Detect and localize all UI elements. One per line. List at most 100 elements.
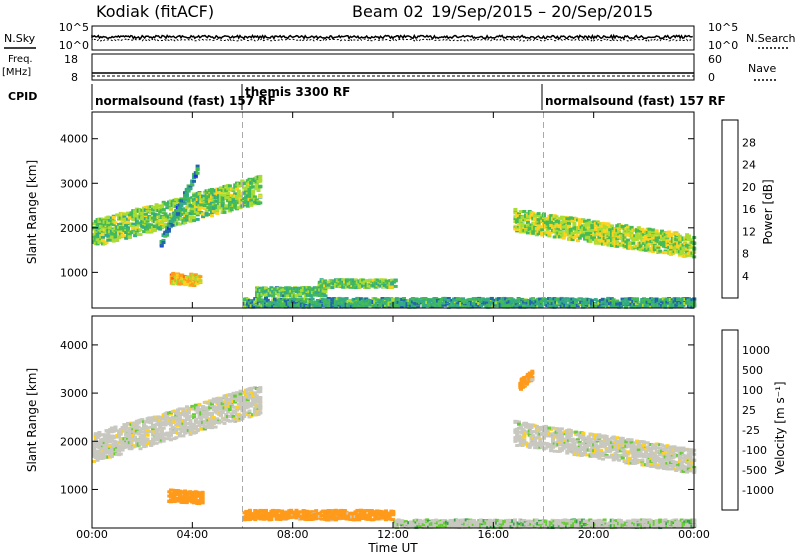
power-pixel bbox=[145, 219, 150, 223]
velocity-pixel bbox=[183, 426, 188, 430]
power-pixel bbox=[126, 220, 130, 224]
power-pixel bbox=[385, 297, 390, 300]
power-pixel bbox=[195, 217, 200, 221]
velocity-pixel bbox=[104, 437, 109, 441]
power-pixel bbox=[572, 221, 577, 225]
power-pixel bbox=[245, 203, 250, 207]
velocity-pixel bbox=[165, 422, 170, 426]
power-pixel bbox=[608, 235, 613, 239]
power-pixel bbox=[204, 209, 209, 213]
noise-tick-high-right: 10^5 bbox=[708, 21, 738, 34]
power-pixel bbox=[536, 212, 541, 216]
power-pixel bbox=[126, 229, 130, 233]
power-pixel bbox=[618, 237, 623, 240]
velocity-pixel bbox=[151, 428, 155, 432]
velocity-pixel bbox=[126, 434, 130, 438]
velocity-pixel bbox=[149, 444, 154, 447]
power-pixel bbox=[629, 231, 634, 235]
power-pixel bbox=[586, 218, 591, 222]
power-pixel bbox=[211, 206, 216, 210]
power-pixel bbox=[547, 226, 552, 230]
power-pixel bbox=[604, 226, 609, 230]
power-pixel bbox=[479, 304, 483, 308]
power-pixel bbox=[636, 226, 641, 230]
power-pixel bbox=[131, 225, 136, 229]
power-pixel bbox=[156, 213, 161, 217]
power-pixel bbox=[531, 297, 535, 301]
power-pixel bbox=[559, 215, 564, 219]
power-pixel bbox=[158, 218, 163, 222]
power-pixel bbox=[613, 232, 618, 236]
velocity-pixel bbox=[134, 423, 139, 427]
power-pixel bbox=[138, 228, 143, 232]
power-pixel bbox=[640, 227, 645, 231]
power-pixel bbox=[663, 305, 668, 309]
power-pixel bbox=[140, 211, 145, 215]
power-pixel bbox=[301, 305, 306, 309]
power-pixel bbox=[179, 204, 184, 208]
power-pixel bbox=[620, 241, 625, 245]
nsearch-label: N.Search bbox=[746, 32, 796, 45]
power-pixel bbox=[185, 211, 189, 215]
power-pixel bbox=[643, 235, 648, 239]
velocity-pixel bbox=[158, 432, 163, 436]
power-pixel bbox=[593, 298, 598, 302]
velocity-pixel bbox=[142, 435, 147, 439]
velocity-pixel bbox=[151, 440, 155, 444]
power-pixel bbox=[606, 239, 611, 243]
power-pixel bbox=[638, 244, 643, 248]
power-pixel bbox=[269, 286, 274, 290]
velocity-pixel bbox=[106, 434, 111, 438]
power-pixel bbox=[113, 233, 118, 236]
station-title: Kodiak (fitACF) bbox=[96, 2, 214, 21]
power-pixel bbox=[258, 195, 263, 198]
power-pixel bbox=[108, 226, 113, 230]
power-pixel bbox=[461, 297, 466, 301]
power-pixel bbox=[665, 244, 670, 247]
power-pixel bbox=[547, 232, 552, 236]
power-pixel bbox=[597, 241, 602, 245]
power-pixel bbox=[686, 234, 691, 238]
power-pixel bbox=[198, 279, 203, 283]
velocity-pixel bbox=[176, 427, 180, 431]
power-pixel bbox=[154, 203, 159, 207]
power-pixel bbox=[473, 305, 478, 309]
power-pixel bbox=[127, 216, 132, 220]
power-pixel bbox=[663, 251, 668, 255]
power-pixel bbox=[529, 300, 534, 303]
power-pixel bbox=[93, 230, 98, 234]
velocity-pixel bbox=[172, 420, 177, 424]
power-pixel bbox=[126, 226, 130, 230]
y-tick-label: 1000 bbox=[60, 266, 88, 279]
power-pixel bbox=[215, 209, 220, 213]
velocity-pixel bbox=[168, 437, 173, 441]
power-pixel bbox=[651, 230, 656, 234]
power-pixel bbox=[168, 207, 173, 211]
power-pixel bbox=[488, 300, 492, 304]
velocity-pixel bbox=[129, 447, 134, 451]
power-pixel bbox=[393, 279, 398, 283]
power-pixel bbox=[545, 230, 550, 234]
power-pixel bbox=[210, 201, 214, 205]
power-pixel bbox=[188, 185, 193, 189]
power-pixel bbox=[122, 214, 127, 218]
power-pixel bbox=[233, 185, 238, 189]
velocity-pixel bbox=[97, 432, 102, 436]
power-pixel bbox=[287, 286, 292, 290]
power-pixel bbox=[635, 229, 639, 233]
power-pixel bbox=[210, 195, 214, 199]
freq-label: Freq. bbox=[8, 54, 33, 65]
power-pixel bbox=[92, 239, 96, 243]
power-pixel bbox=[599, 224, 604, 228]
power-pixel bbox=[484, 301, 489, 305]
y-tick-label: 2000 bbox=[60, 222, 88, 235]
velocity-pixel bbox=[106, 431, 111, 435]
power-pixel bbox=[654, 229, 659, 233]
power-pixel bbox=[570, 231, 575, 235]
power-pixel bbox=[208, 198, 213, 201]
power-pixel bbox=[681, 252, 686, 256]
power-pixel bbox=[477, 302, 482, 306]
power-pixel bbox=[364, 279, 369, 283]
cpid-mode-3: normalsound (fast) 157 RF bbox=[545, 94, 726, 108]
power-pixel bbox=[165, 232, 170, 236]
